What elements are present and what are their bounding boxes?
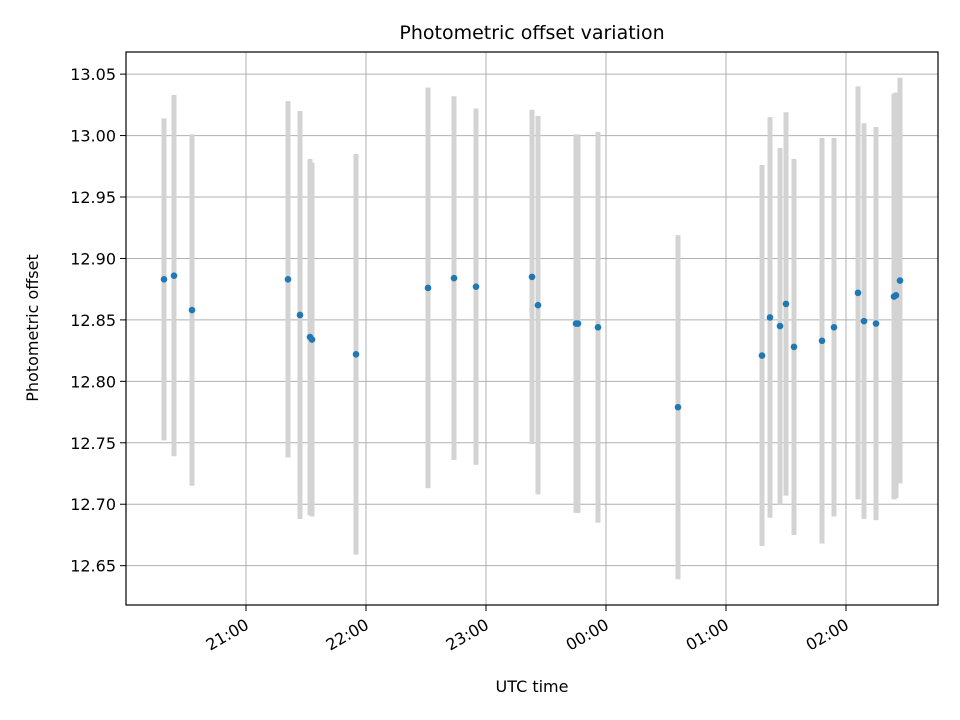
data-point bbox=[776, 322, 784, 330]
data-point bbox=[534, 301, 542, 309]
data-point bbox=[766, 314, 774, 321]
data-point bbox=[424, 284, 432, 292]
data-point bbox=[352, 351, 360, 358]
data-point bbox=[284, 276, 292, 283]
y-tick-label: 12.80 bbox=[70, 372, 116, 391]
data-point bbox=[830, 323, 838, 331]
y-axis-label: Photometric offset bbox=[23, 254, 42, 402]
data-point bbox=[308, 336, 316, 343]
y-tick-label: 13.00 bbox=[70, 127, 116, 146]
plot-frame bbox=[125, 51, 939, 606]
y-tick-label: 12.90 bbox=[70, 249, 116, 268]
data-point bbox=[790, 343, 798, 351]
data-point bbox=[170, 272, 178, 279]
y-tick-label: 13.05 bbox=[70, 65, 116, 84]
data-point bbox=[574, 320, 582, 327]
y-tick-label: 12.70 bbox=[70, 495, 116, 514]
data-point bbox=[528, 273, 536, 281]
data-point bbox=[818, 337, 826, 345]
data-point bbox=[674, 403, 682, 411]
data-point bbox=[758, 352, 766, 359]
chart-title: Photometric offset variation bbox=[399, 22, 664, 44]
data-points bbox=[160, 272, 904, 411]
data-point bbox=[854, 289, 862, 297]
data-point bbox=[188, 306, 196, 314]
data-point bbox=[782, 300, 790, 308]
data-point bbox=[296, 311, 304, 319]
data-point bbox=[160, 276, 168, 283]
data-point bbox=[594, 323, 602, 331]
x-axis-label: UTC time bbox=[496, 677, 569, 696]
data-point bbox=[450, 274, 458, 282]
y-tick-label: 12.75 bbox=[70, 434, 116, 453]
data-point bbox=[872, 320, 880, 327]
y-tick-label: 12.65 bbox=[70, 557, 116, 576]
data-point bbox=[896, 277, 904, 284]
data-point bbox=[860, 317, 868, 325]
data-point bbox=[892, 292, 900, 299]
y-axis: 12.65 12.70 12.75 12.80 12.85 12.90 12.95 13.00… bbox=[70, 65, 126, 576]
y-tick-label: 12.95 bbox=[70, 188, 116, 207]
y-tick-label: 12.85 bbox=[70, 311, 116, 330]
data-point bbox=[472, 283, 480, 291]
